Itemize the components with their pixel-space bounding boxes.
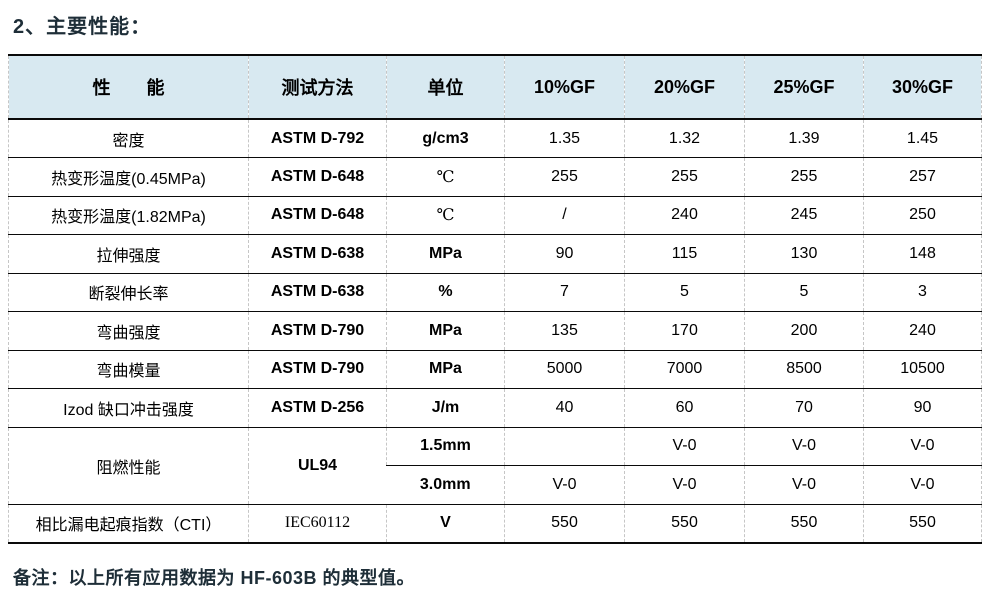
value-cell: V-0 [744,465,864,504]
test-method-cell: ASTM D-648 [248,157,387,196]
test-method-cell: ASTM D-638 [248,234,387,273]
test-method-cell: ASTM D-792 [248,119,387,158]
header-10gf: 10%GF [504,55,625,120]
value-cell: 550 [624,503,745,543]
unit-cell: MPa [386,234,505,273]
value-cell: 1.35 [504,119,625,158]
property-cell: 热变形温度(1.82MPa) [8,195,249,235]
property-cell: 拉伸强度 [8,234,249,273]
value-cell: 7 [504,272,625,312]
unit-cell: V [386,503,505,543]
unit-cell: % [386,272,505,312]
value-cell: 255 [624,157,745,196]
table-row: 弯曲模量 ASTM D-790 MPa 5000 7000 8500 10500 [8,349,982,389]
unit-cell: g/cm3 [386,119,505,158]
value-cell: 255 [744,157,864,196]
table-row: Izod 缺口冲击强度 ASTM D-256 J/m 40 60 70 90 [8,388,982,427]
table-row: 3.0mm V-0 V-0 V-0 V-0 [9,465,982,504]
table-row: 阻燃性能 UL94 1.5mm V-0 V-0 V-0 [8,426,982,504]
header-25gf: 25%GF [744,55,864,120]
value-cell: 1.39 [744,119,864,158]
table-row: 弯曲强度 ASTM D-790 MPa 135 170 200 240 [8,311,982,350]
unit-cell: J/m [386,388,505,427]
value-cell: 70 [744,388,864,427]
properties-table-body: 密度 ASTM D-792 g/cm3 1.35 1.32 1.39 1.45 热变形温度(0… [8,119,982,543]
page-title: 2、主要性能： [13,16,152,38]
header-row: 性 能 测试方法 单位 10%GF 20%GF 25%GF 30%GF [8,55,982,120]
value-cell: 250 [863,195,982,235]
value-cell: 245 [744,195,864,235]
value-cell: 40 [504,388,625,427]
table-row: 热变形温度(1.82MPa) ASTM D-648 ℃/240 245 250 [8,195,982,235]
value-cell: 550 [863,503,982,543]
header-20gf: 20%GF [624,55,745,120]
value-cell: 1.45 [863,119,982,158]
value-cell [504,426,625,466]
value-cell: 170 [624,311,745,350]
unit-cell: MPa [386,349,505,389]
value-cell: V-0 [624,465,745,504]
value-cell: 5000 [504,349,625,389]
value-cell: 3 [863,272,982,312]
value-cell: 7000 [624,349,745,389]
value-cell: V-0 [744,426,864,466]
value-cell: 240 [863,311,982,350]
test-method-cell: ASTM D-790 [248,311,387,350]
property-cell: Izod 缺口冲击强度 [8,388,249,427]
value-cell: 10500 [863,349,982,389]
value-cell: 8500 [744,349,864,389]
value-cell: / [504,195,625,235]
value-cell: V-0 [504,465,625,504]
unit-cell: 3.0mm [386,465,505,504]
property-cell: 热变形温度(0.45MPa) [8,157,249,196]
value-cell: 90 [863,388,982,427]
table-row: 拉伸强度 ASTM D-638 MPa 90 115 130 148 [8,234,982,273]
value-cell: V-0 [863,426,982,466]
value-cell: 115 [624,234,745,273]
value-cell: 1.32 [624,119,745,158]
value-cell: 130 [744,234,864,273]
value-cell: 135 [504,311,625,350]
properties-table: 性 能 测试方法 单位 10%GF 20%GF 25%GF 30%GF 密度 AS… [8,54,982,544]
unit-cell: ℃ [386,157,505,196]
header-unit: 单位 [386,55,505,120]
test-method-cell: ASTM D-648 [248,195,387,235]
table-row: 断裂伸长率 ASTM D-638% 7 5 5 3 [8,272,982,312]
value-cell: 255 [504,157,625,196]
header-property: 性 能 [8,55,249,120]
property-cell: 阻燃性能 [8,426,249,504]
test-method-cell: UL94 [248,426,387,504]
property-cell: 相比漏电起痕指数（CTI） [8,503,249,543]
property-cell: 密度 [112,132,145,150]
value-cell: 550 [504,503,625,543]
value-cell: 5 [744,272,864,312]
value-cell: 5 [624,272,745,312]
test-method-cell: IEC60112 [248,503,387,543]
footnote: 备注：以上所有应用数据为 HF-603B 的典型值。 [13,567,416,588]
value-cell: V-0 [624,426,745,466]
value-cell: 550 [744,503,864,543]
value-cell: 257 [863,157,982,196]
table-row: 热变形温度(0.45MPa) ASTM D-648 ℃ 255 255 255 257 [8,157,982,196]
test-method-cell: ASTM D-638 [248,272,387,312]
test-method-cell: ASTM D-256 [248,388,387,427]
test-method-cell: ASTM D-790 [248,349,387,389]
property-cell: 弯曲模量 [8,349,249,389]
value-cell: 240 [624,195,745,235]
table-row: 密度 ASTM D-792 g/cm3 1.35 1.32 1.39 1.45 [9,119,982,158]
property-cell: 弯曲强度 [8,311,249,350]
value-cell: 90 [504,234,625,273]
header-30gf: 30%GF [863,55,982,120]
value-cell: 60 [624,388,745,427]
header-test-method: 测试方法 [248,55,387,120]
property-cell: 断裂伸长率 [8,272,249,312]
value-cell: 148 [863,234,982,273]
value-cell: V-0 [863,465,982,504]
table-row: 相比漏电起痕指数（CTI） IEC60112 V 550 550 550 550 [8,503,982,543]
value-cell: 200 [744,311,864,350]
unit-cell: ℃ [386,195,505,235]
unit-cell: MPa [386,311,505,350]
unit-cell: 1.5mm [386,426,505,466]
